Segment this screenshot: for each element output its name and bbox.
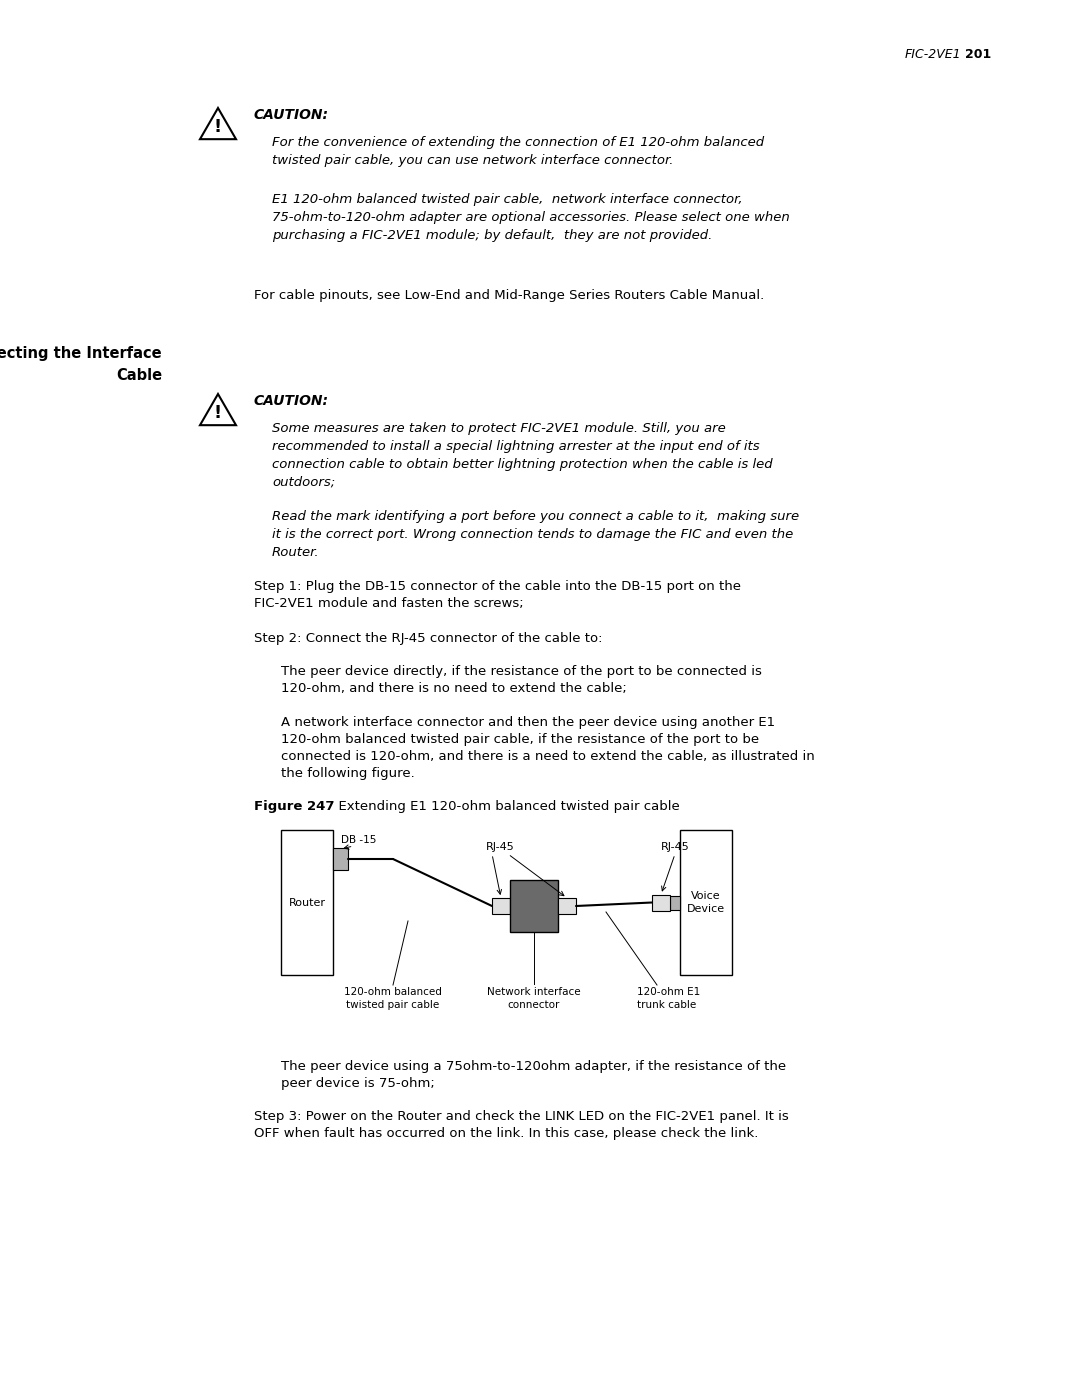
- Bar: [558, 898, 576, 914]
- Bar: [680, 830, 732, 975]
- Text: the following figure.: the following figure.: [281, 767, 415, 780]
- Text: Read the mark identifying a port before you connect a cable to it,  making sure
: Read the mark identifying a port before …: [272, 510, 799, 559]
- Text: Figure 247: Figure 247: [254, 800, 335, 813]
- Text: 120-ohm balanced
twisted pair cable: 120-ohm balanced twisted pair cable: [345, 988, 442, 1010]
- Text: Extending E1 120-ohm balanced twisted pair cable: Extending E1 120-ohm balanced twisted pa…: [330, 800, 679, 813]
- Text: !: !: [214, 117, 222, 136]
- Text: FIC-2VE1 module and fasten the screws;: FIC-2VE1 module and fasten the screws;: [254, 597, 524, 610]
- Text: connected is 120-ohm, and there is a need to extend the cable, as illustrated in: connected is 120-ohm, and there is a nee…: [281, 750, 814, 763]
- Text: OFF when fault has occurred on the link. In this case, please check the link.: OFF when fault has occurred on the link.…: [254, 1127, 758, 1140]
- Text: The peer device directly, if the resistance of the port to be connected is: The peer device directly, if the resista…: [281, 665, 761, 678]
- Text: For cable pinouts, see Low-End and Mid-Range Series Routers Cable Manual.: For cable pinouts, see Low-End and Mid-R…: [254, 289, 765, 302]
- Bar: [281, 830, 333, 975]
- Bar: [670, 895, 680, 909]
- Text: Voice
Device: Voice Device: [687, 891, 725, 914]
- Text: FIC-2VE1: FIC-2VE1: [905, 47, 961, 61]
- Bar: [333, 848, 348, 870]
- Text: 120-ohm balanced twisted pair cable, if the resistance of the port to be: 120-ohm balanced twisted pair cable, if …: [281, 733, 759, 746]
- Bar: [492, 898, 510, 914]
- Text: Cable: Cable: [116, 367, 162, 383]
- Text: Step 3: Power on the Router and check the LINK LED on the FIC-2VE1 panel. It is: Step 3: Power on the Router and check th…: [254, 1111, 788, 1123]
- Text: 201: 201: [966, 47, 991, 61]
- Text: CAUTION:: CAUTION:: [254, 394, 329, 408]
- Text: 120-ohm, and there is no need to extend the cable;: 120-ohm, and there is no need to extend …: [281, 682, 626, 694]
- Bar: [652, 894, 670, 911]
- Text: CAUTION:: CAUTION:: [254, 108, 329, 122]
- Text: 120-ohm E1
trunk cable: 120-ohm E1 trunk cable: [637, 988, 700, 1010]
- Bar: [510, 880, 558, 932]
- Text: A network interface connector and then the peer device using another E1: A network interface connector and then t…: [281, 717, 775, 729]
- Text: RJ-45: RJ-45: [661, 842, 689, 852]
- Text: DB -15: DB -15: [341, 835, 376, 845]
- Text: RJ-45: RJ-45: [486, 842, 514, 852]
- Text: Router: Router: [288, 897, 325, 908]
- Text: !: !: [214, 404, 222, 422]
- Text: peer device is 75-ohm;: peer device is 75-ohm;: [281, 1077, 435, 1090]
- Text: Network interface
connector: Network interface connector: [487, 988, 581, 1010]
- Text: For the convenience of extending the connection of E1 120-ohm balanced
twisted p: For the convenience of extending the con…: [272, 136, 765, 168]
- Text: Step 1: Plug the DB-15 connector of the cable into the DB-15 port on the: Step 1: Plug the DB-15 connector of the …: [254, 580, 741, 592]
- Text: Step 2: Connect the RJ-45 connector of the cable to:: Step 2: Connect the RJ-45 connector of t…: [254, 631, 603, 645]
- Text: The peer device using a 75ohm-to-120ohm adapter, if the resistance of the: The peer device using a 75ohm-to-120ohm …: [281, 1060, 786, 1073]
- Text: Some measures are taken to protect FIC-2VE1 module. Still, you are
recommended t: Some measures are taken to protect FIC-2…: [272, 422, 772, 489]
- Text: Connecting the Interface: Connecting the Interface: [0, 346, 162, 360]
- Text: E1 120-ohm balanced twisted pair cable,  network interface connector,
75-ohm-to-: E1 120-ohm balanced twisted pair cable, …: [272, 193, 789, 242]
